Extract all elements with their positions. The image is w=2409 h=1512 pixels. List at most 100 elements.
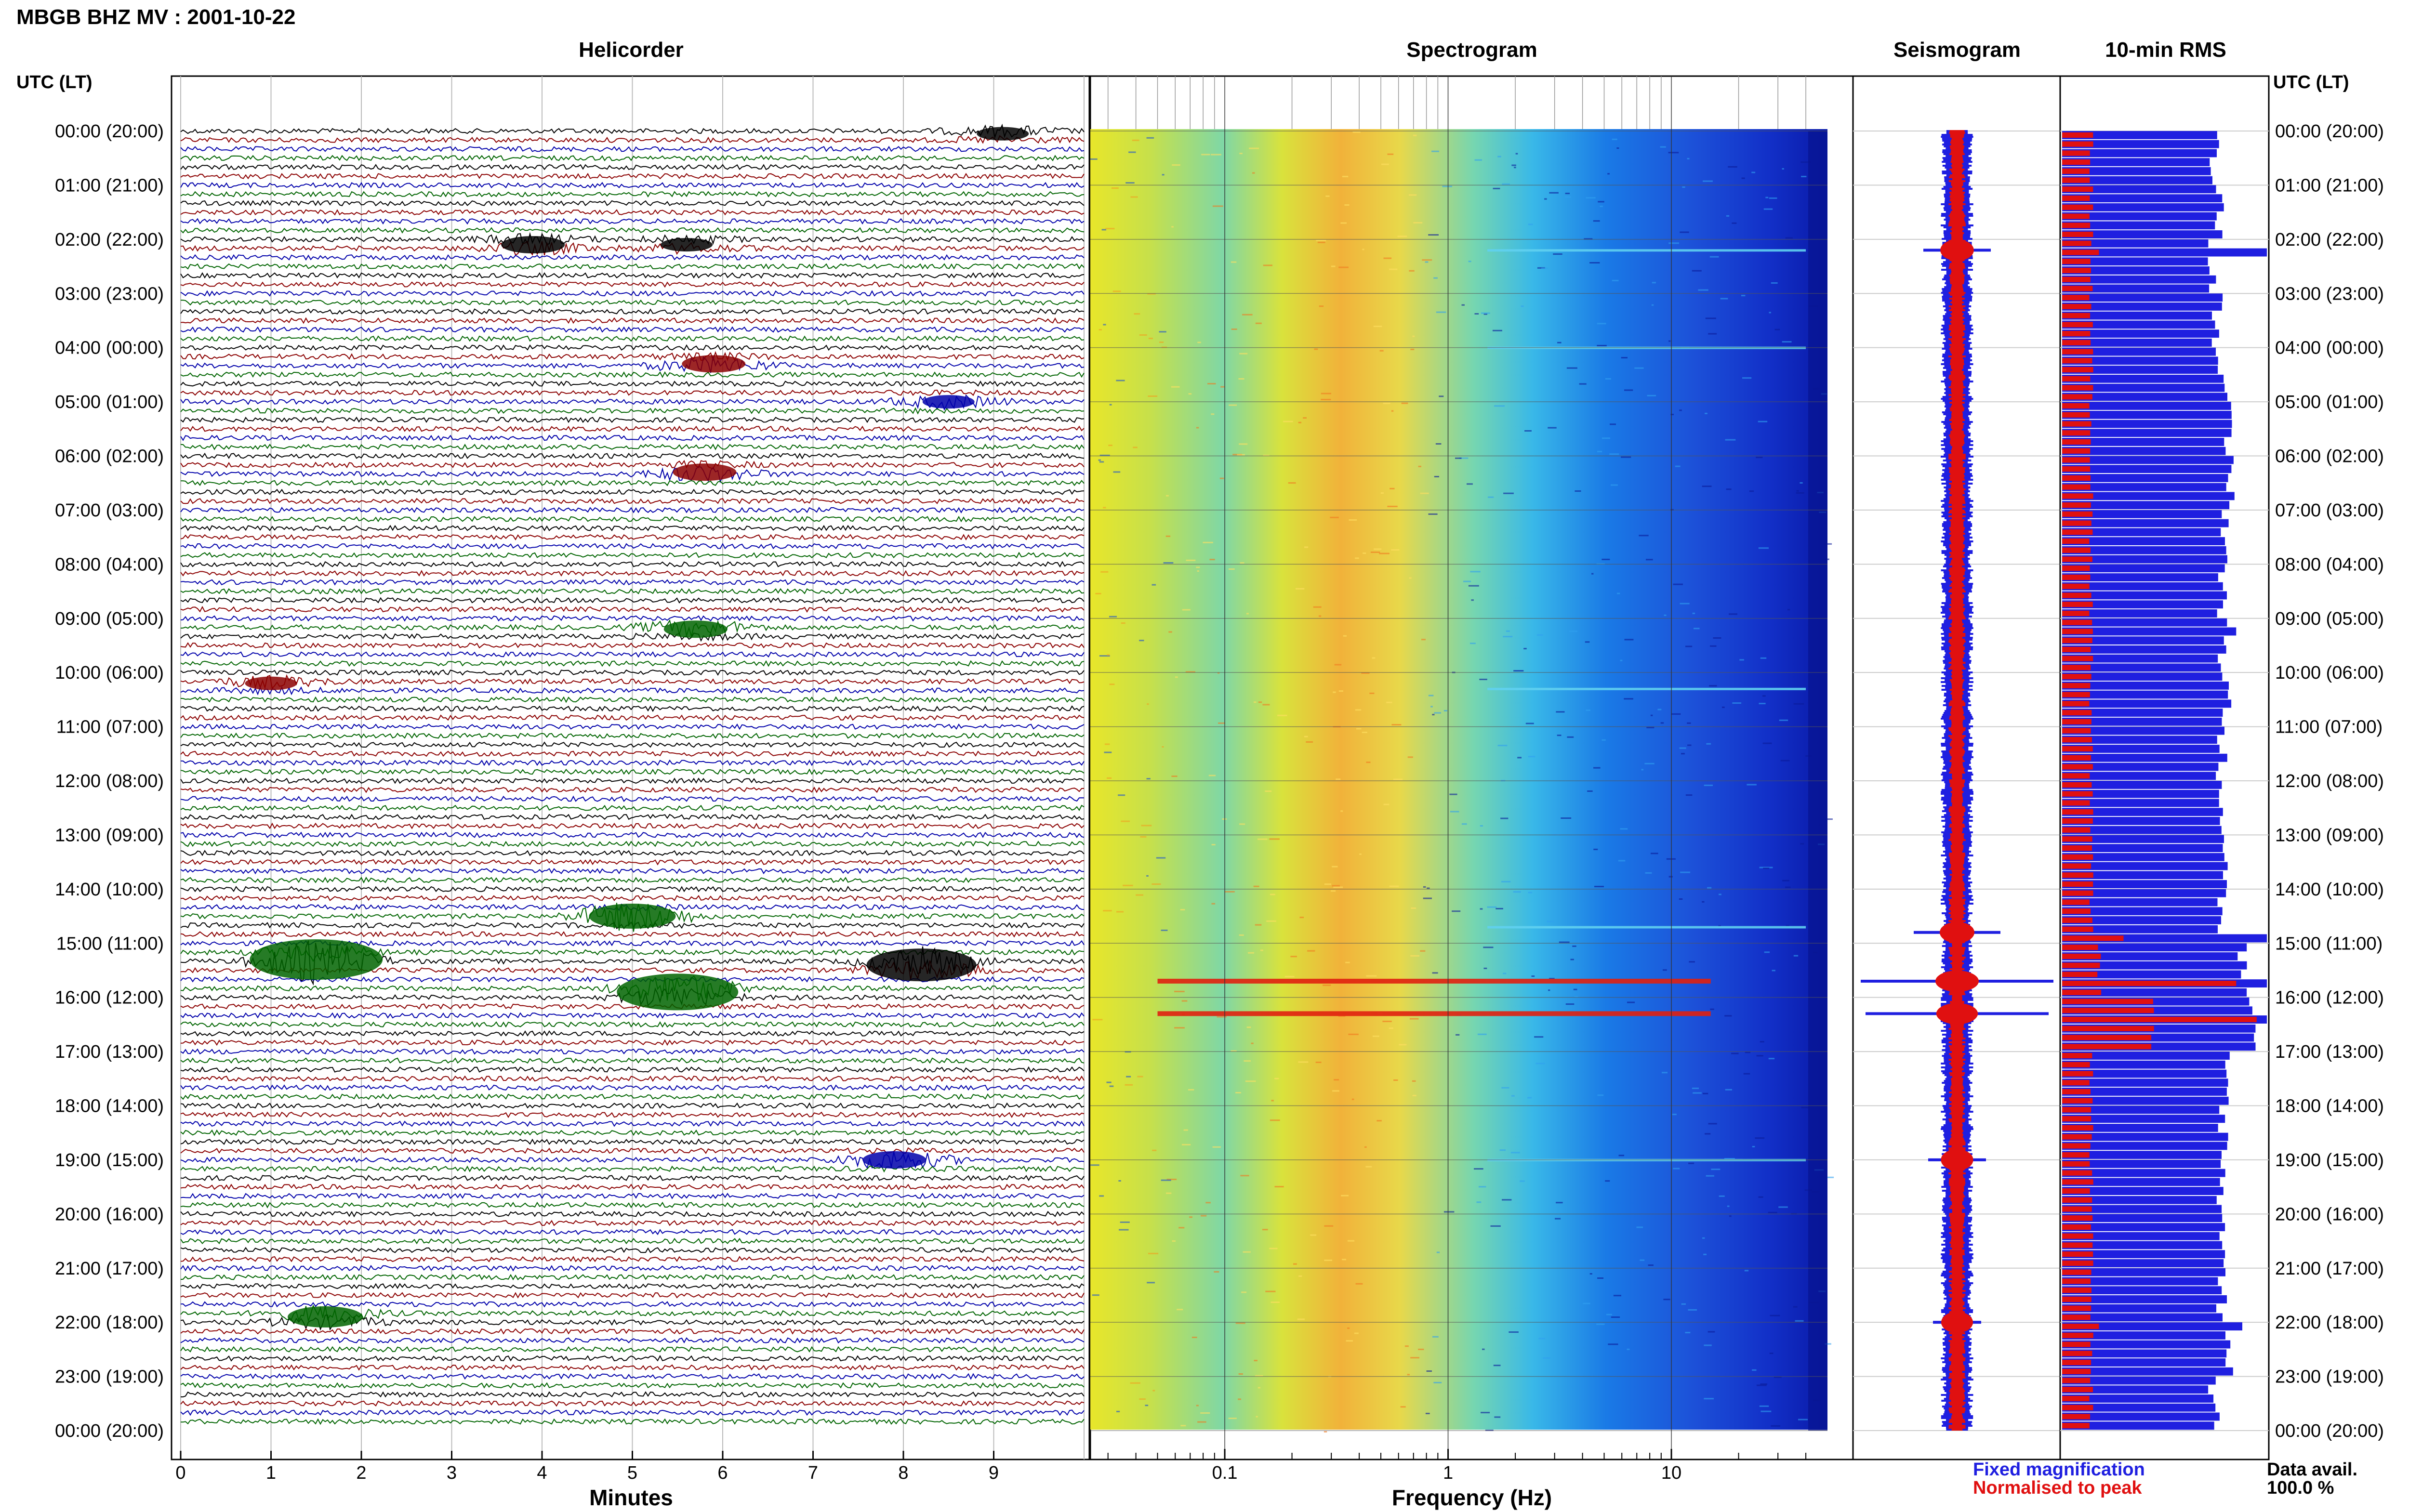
spectrogram-speckle [1548,427,1557,429]
helicorder-trace [180,597,1085,604]
time-label: 11:00 (07:00) [56,717,164,737]
helicorder-trace [180,1193,1085,1199]
spectrogram-speckle [1759,1405,1769,1407]
time-label: 07:00 (03:00) [55,500,164,521]
spectrogram-speckle [1506,630,1510,632]
rms-normalised-bar [2062,926,2093,932]
spectrogram-speckle [1439,395,1444,397]
spectrogram-speckle [1675,465,1681,467]
spectrogram-speckle [1432,972,1438,974]
time-label-right: 14:00 (10:00) [2275,880,2384,900]
helicorder-trace [180,1210,1085,1218]
rms-fixed-bar [2062,492,2235,500]
spectrogram-speckle [1418,1348,1424,1350]
spectrogram-speckle [1668,876,1673,878]
rms-fixed-bar [2062,239,2209,248]
spectrogram-speckle [1146,137,1154,139]
helicorder-trace [180,209,1085,216]
seismogram-normalised-spike [1935,970,1979,992]
spectrogram-speckle [1741,295,1746,297]
spectrogram-speckle [1664,614,1667,616]
rms-title: 10-min RMS [2105,38,2226,62]
spectrogram-speckle [1728,166,1737,168]
spectrogram-speckle [1172,1240,1176,1242]
spectrogram-speckle [1713,637,1721,639]
spectrogram-speckle [1490,1225,1501,1227]
rms-fixed-bar [2062,311,2212,320]
spectrogram-speckle [1104,743,1110,745]
spectrogram-speckle [1348,1033,1359,1035]
spectrogram-speckle [1502,183,1510,185]
helicorder-trace [180,723,1085,730]
spectrogram-speckle [1764,951,1770,953]
rms-normalised-bar [2062,1116,2091,1122]
helicorder-trace [180,1315,1085,1331]
spectrogram-speckle [1756,457,1763,459]
helicorder-trace [180,425,1085,433]
rms-fixed-bar [2062,690,2228,699]
rms-fixed-bar [2062,889,2226,897]
spectrogram-speckle [1263,264,1272,266]
spectrogram-speckle [1589,262,1600,263]
time-label-right: 22:00 (18:00) [2275,1313,2384,1333]
rms-normalised-bar [2062,168,2090,174]
spectrogram-speckle [1168,631,1172,633]
rms-fixed-bar [2062,1268,2225,1276]
spectrogram-speckle [1345,961,1350,963]
helicorder-trace [180,1220,1085,1226]
spectrogram-speckle [1692,1087,1699,1089]
spectrogram-speckle [1648,1264,1654,1266]
rms-normalised-bar [2062,782,2092,788]
spectrogram-speckle [1620,828,1628,830]
spectrogram-speckle [1586,197,1596,199]
spectrogram-speckle [1332,866,1338,868]
helicorder-trace [180,1364,1085,1371]
rms-normalised-bar [2062,656,2093,661]
spectrogram-speckle [1118,1180,1121,1182]
spectrogram-speckle [1449,793,1457,795]
spectrogram-speckle [1704,1398,1714,1400]
rms-fixed-bar [2062,230,2223,238]
spectrogram-speckle [1573,988,1577,990]
spectrogram-speckle [1670,414,1674,415]
spectrogram-speckle [1769,867,1773,868]
spectrogram-speckle [1461,823,1467,825]
rms-normalised-bar [2062,448,2091,454]
helicorder-trace [180,200,1085,207]
rms-normalised-bar [2062,728,2091,734]
spectrogram-speckle [1240,1175,1249,1177]
rms-normalised-bar [2062,457,2090,463]
spectrogram-speckle [1277,714,1287,716]
rms-fixed-bar [2062,320,2215,329]
spectrogram-speckle [1197,570,1199,572]
helicorder-trace [180,1373,1085,1380]
spectrogram-speckle [1739,659,1744,661]
time-label-right: 11:00 (07:00) [2275,717,2383,737]
spectrogram-speckle [1163,562,1174,564]
spectrogram-grid [1090,76,1827,1459]
rms-fixed-bar [2062,1142,2227,1150]
spectrogram-speckle [1474,1168,1483,1170]
spectrogram-speckle [1246,1026,1251,1028]
rms-fixed-bar [2062,1060,2225,1069]
rms-fixed-bar [2062,1295,2227,1303]
helicorder-trace [180,732,1085,739]
rms-normalised-bar [2062,1161,2090,1167]
rms-normalised-bar [2062,1044,2152,1050]
spectrogram-speckle [1499,1149,1506,1151]
spectrogram-speckle [1763,208,1773,210]
spectrogram-speckle [1231,261,1237,263]
spectrogram-speckle [1726,488,1732,490]
spectrogram-speckle [1521,305,1524,307]
spectrogram-speckle [1704,784,1713,786]
helicorder-trace [180,885,1084,893]
helicorder-trace [180,466,1085,484]
rms-normalised-bar [2062,295,2090,301]
x-tick-label: 0 [175,1463,185,1483]
rms-fixed-bar [2062,374,2224,383]
spectrogram-speckle [1186,559,1196,561]
rms-fixed-bar [2062,194,2223,203]
rms-normalised-bar [2062,1206,2092,1212]
helicorder-trace [180,335,1085,342]
spectrogram-speckle [1442,185,1452,187]
